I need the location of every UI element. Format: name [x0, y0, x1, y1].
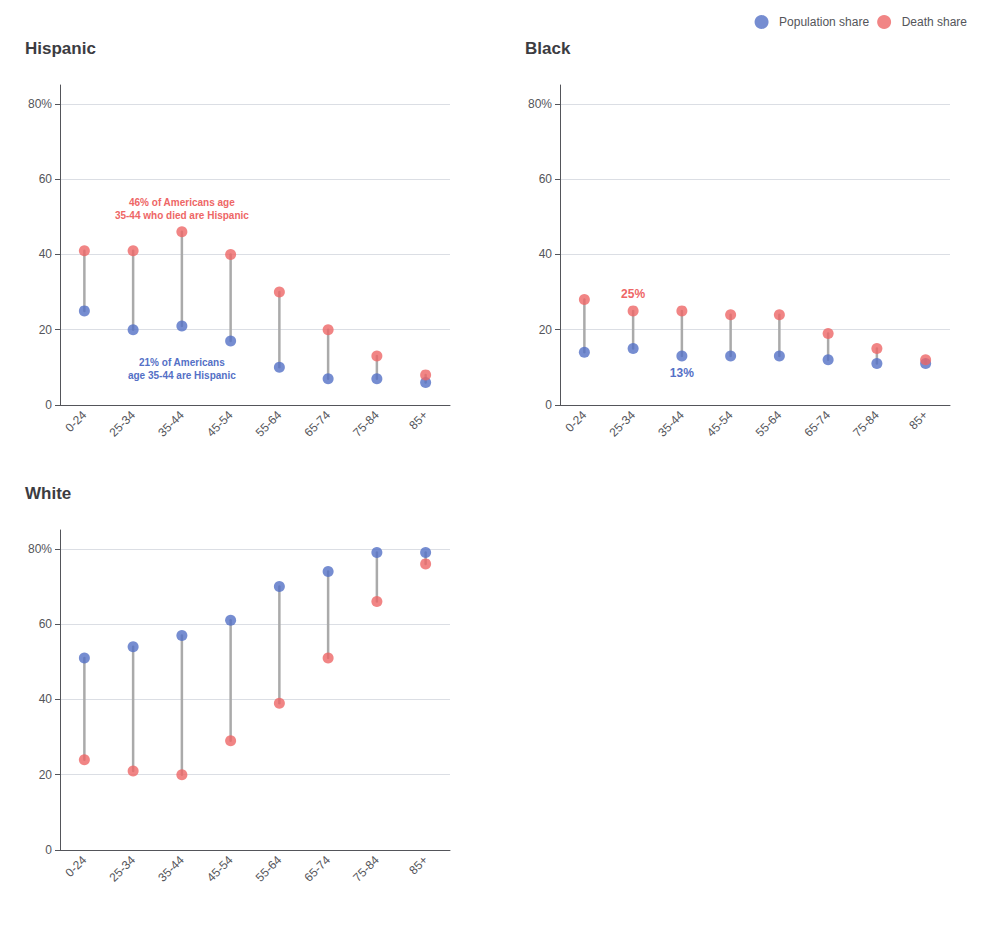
svg-text:60: 60	[39, 172, 53, 186]
svg-text:25-34: 25-34	[106, 853, 138, 885]
svg-text:65-74: 65-74	[801, 408, 833, 440]
svg-text:0-24: 0-24	[62, 853, 89, 880]
svg-text:80%: 80%	[528, 97, 552, 111]
svg-text:40: 40	[39, 247, 53, 261]
svg-text:85+: 85+	[906, 408, 930, 432]
svg-text:0-24: 0-24	[62, 408, 89, 435]
svg-text:Black: Black	[525, 39, 571, 58]
svg-text:35-44: 35-44	[655, 408, 687, 440]
svg-text:25-34: 25-34	[106, 408, 138, 440]
svg-text:85+: 85+	[406, 853, 430, 877]
svg-text:35-44: 35-44	[155, 408, 187, 440]
svg-text:46% of Americans age: 46% of Americans age	[129, 197, 235, 208]
svg-text:65-74: 65-74	[301, 853, 333, 885]
svg-text:Hispanic: Hispanic	[25, 39, 96, 58]
svg-text:45-54: 45-54	[204, 853, 236, 885]
svg-text:60: 60	[539, 172, 553, 186]
svg-text:White: White	[25, 484, 71, 503]
svg-text:75-84: 75-84	[350, 853, 382, 885]
svg-text:0-24: 0-24	[562, 408, 589, 435]
svg-text:20: 20	[39, 323, 53, 337]
svg-text:35-44: 35-44	[155, 853, 187, 885]
svg-text:80%: 80%	[28, 542, 52, 556]
svg-text:age 35-44 are Hispanic: age 35-44 are Hispanic	[128, 370, 236, 381]
svg-text:85+: 85+	[406, 408, 430, 432]
svg-text:80%: 80%	[28, 97, 52, 111]
svg-text:65-74: 65-74	[301, 408, 333, 440]
svg-text:20: 20	[39, 768, 53, 782]
svg-text:55-64: 55-64	[753, 408, 785, 440]
svg-text:13%: 13%	[670, 366, 694, 380]
svg-text:Population share: Population share	[779, 15, 869, 29]
svg-text:45-54: 45-54	[204, 408, 236, 440]
svg-text:40: 40	[39, 692, 53, 706]
svg-text:40: 40	[539, 247, 553, 261]
svg-text:75-84: 75-84	[350, 408, 382, 440]
svg-text:60: 60	[39, 617, 53, 631]
svg-text:55-64: 55-64	[253, 853, 285, 885]
svg-text:75-84: 75-84	[850, 408, 882, 440]
svg-text:45-54: 45-54	[704, 408, 736, 440]
svg-text:21% of Americans: 21% of Americans	[139, 357, 225, 368]
svg-text:25-34: 25-34	[606, 408, 638, 440]
svg-text:20: 20	[539, 323, 553, 337]
svg-text:25%: 25%	[621, 287, 645, 301]
svg-text:Death share: Death share	[902, 15, 968, 29]
svg-text:0: 0	[545, 398, 552, 412]
svg-text:0: 0	[45, 398, 52, 412]
svg-text:55-64: 55-64	[253, 408, 285, 440]
svg-text:0: 0	[45, 843, 52, 857]
svg-text:35-44 who died are Hispanic: 35-44 who died are Hispanic	[115, 210, 249, 221]
